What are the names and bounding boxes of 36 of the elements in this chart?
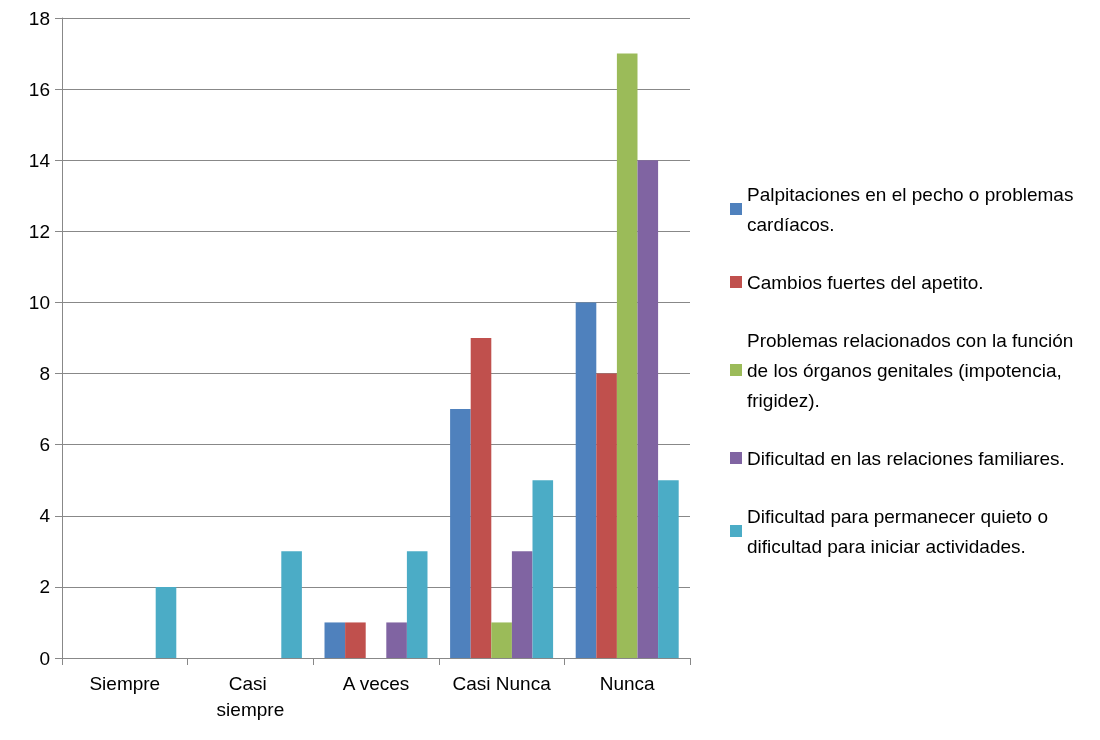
bar — [491, 622, 512, 658]
y-tick-label: 0 — [39, 647, 50, 669]
bar — [511, 551, 533, 658]
bar — [637, 160, 659, 658]
legend-label: Dificultad para permanecer quieto o dificultad para iniciar actividades. — [747, 505, 1054, 557]
y-tick-label: 4 — [39, 505, 51, 527]
x-tick-label: Casi Nunca — [452, 672, 552, 694]
x-tick-label: Casi siempre — [216, 672, 285, 720]
legend-label: Cambios fuertes del apetito. — [747, 271, 984, 293]
x-tick-label: A veces — [342, 672, 410, 694]
bar — [470, 338, 492, 658]
bar — [386, 622, 407, 658]
y-tick-label: 10 — [28, 291, 50, 313]
legend-label: Problemas relacionados con la función de los órganos genitales (impotencia, frigidez). — [747, 329, 1079, 411]
y-tick-label: 14 — [28, 149, 51, 171]
bar — [575, 302, 597, 658]
legend-label: Dificultad en las relaciones familiares. — [747, 447, 1065, 469]
bar — [406, 551, 428, 658]
bar — [532, 480, 554, 658]
y-tick-label: 16 — [28, 78, 50, 100]
y-tick-label: 18 — [28, 7, 50, 29]
y-tick-label: 2 — [39, 576, 50, 598]
bar — [155, 586, 177, 658]
bar — [345, 622, 366, 658]
bar — [596, 373, 617, 658]
bar — [616, 53, 638, 658]
legend-label: Palpitaciones en el pecho o problemas cardíacos. — [747, 183, 1079, 235]
bar — [324, 622, 346, 658]
x-tick-label: Siempre — [89, 672, 161, 694]
y-tick-label: 12 — [28, 220, 50, 242]
y-tick-label: 6 — [39, 434, 50, 456]
bar — [658, 480, 679, 658]
x-tick-label: Nunca — [599, 672, 656, 694]
bar — [281, 551, 302, 658]
y-tick-label: 8 — [39, 363, 50, 385]
bar — [450, 409, 471, 658]
